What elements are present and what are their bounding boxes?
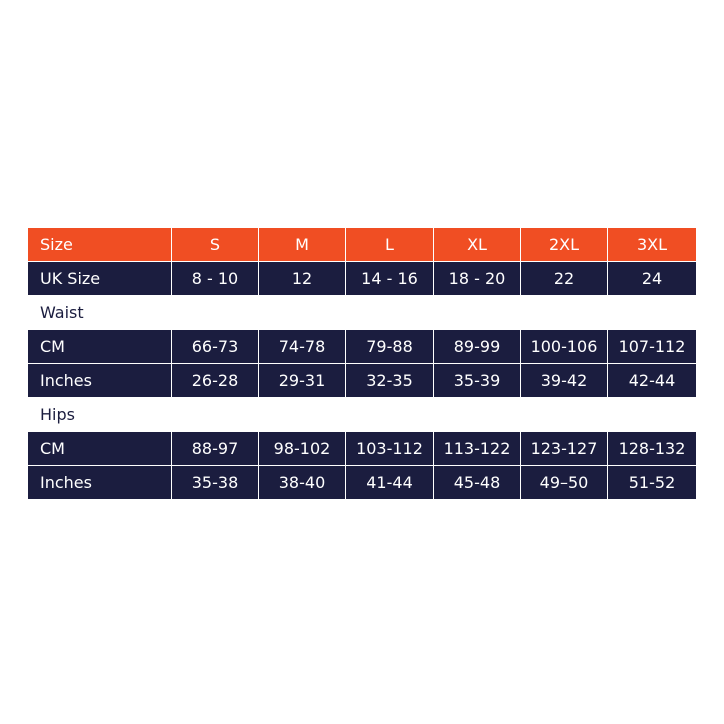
- table-cell: 49–50: [521, 466, 607, 499]
- table-cell: 79-88: [346, 330, 433, 363]
- table-cell: 18 - 20: [434, 262, 520, 295]
- header-cell: M: [259, 228, 345, 261]
- header-cell: 3XL: [608, 228, 696, 261]
- table-cell: 8 - 10: [172, 262, 258, 295]
- header-cell: XL: [434, 228, 520, 261]
- table-cell: 22: [521, 262, 607, 295]
- table-cell: 107-112: [608, 330, 696, 363]
- table-cell: 12: [259, 262, 345, 295]
- table-cell: 35-39: [434, 364, 520, 397]
- table-cell: 128-132: [608, 432, 696, 465]
- table-cell: 74-78: [259, 330, 345, 363]
- table-cell: 88-97: [172, 432, 258, 465]
- table-cell: 39-42: [521, 364, 607, 397]
- table-cell: 98-102: [259, 432, 345, 465]
- row-label: UK Size: [28, 262, 171, 295]
- section-title: Waist: [40, 302, 84, 322]
- table-cell: 123-127: [521, 432, 607, 465]
- table-cell: 38-40: [259, 466, 345, 499]
- table-cell: 100-106: [521, 330, 607, 363]
- header-cell: L: [346, 228, 433, 261]
- table-cell: 32-35: [346, 364, 433, 397]
- table-cell: 29-31: [259, 364, 345, 397]
- header-cell: 2XL: [521, 228, 607, 261]
- table-cell: 103-112: [346, 432, 433, 465]
- table-cell: 26-28: [172, 364, 258, 397]
- row-label: Size: [28, 228, 171, 261]
- table-cell: 89-99: [434, 330, 520, 363]
- table-cell: 42-44: [608, 364, 696, 397]
- header-cell: S: [172, 228, 258, 261]
- row-label: Inches: [28, 466, 171, 499]
- table-cell: 51-52: [608, 466, 696, 499]
- row-label: CM: [28, 432, 171, 465]
- row-label: CM: [28, 330, 171, 363]
- table-cell: 14 - 16: [346, 262, 433, 295]
- row-label: Inches: [28, 364, 171, 397]
- table-cell: 113-122: [434, 432, 520, 465]
- section-title: Hips: [40, 404, 75, 424]
- table-cell: 24: [608, 262, 696, 295]
- table-cell: 45-48: [434, 466, 520, 499]
- table-cell: 35-38: [172, 466, 258, 499]
- table-cell: 66-73: [172, 330, 258, 363]
- table-cell: 41-44: [346, 466, 433, 499]
